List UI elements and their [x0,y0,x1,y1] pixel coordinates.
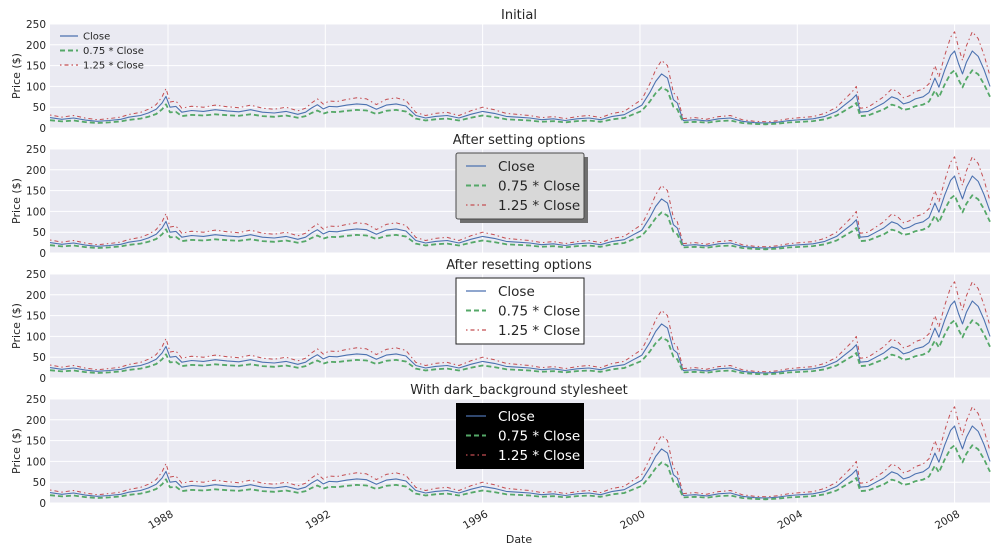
series-lines [49,156,991,251]
y-tick-label: 0 [39,123,46,135]
y-tick-label: 200 [26,415,46,427]
y-tick-label: 50 [33,477,46,489]
legend: Close 0.75 * Close 1.25 * Close [60,32,144,72]
series-lines [49,406,991,501]
legend-frame [455,152,585,220]
legend-label-2: 0.75 * Close [498,303,580,319]
series-line-3 [49,31,991,123]
y-tick-label: 250 [26,19,46,31]
series-line-3 [49,156,991,248]
y-tick-label: 100 [26,81,46,93]
series-lines [49,31,991,126]
panel-initial: Initial 0 50 100 150 200 250 Price ($) Close 0… [10,8,991,135]
y-tick-label: 200 [26,40,46,52]
panel-title: After resetting options [446,258,592,273]
y-tick-label: 150 [26,311,46,323]
panel-dark-background: With dark_background stylesheet 0 50 100 15… [10,383,991,510]
y-tick-label: 100 [26,206,46,218]
y-tick-label: 150 [26,186,46,198]
legend: Close 0.75 * Close 1.25 * Close [456,403,584,469]
y-tick-label: 0 [39,248,46,260]
legend-label-3: 1.25 * Close [83,61,144,72]
series-line-3 [49,406,991,498]
y-tick-label: 0 [39,498,46,510]
y-tick-label: 50 [33,102,46,114]
series-line-1 [49,425,991,499]
panel-title: With dark_background stylesheet [410,383,628,398]
legend-label-2: 0.75 * Close [83,46,144,57]
y-tick-label: 50 [33,352,46,364]
panel-title: After setting options [453,133,586,148]
y-tick-label: 250 [26,269,46,281]
panel-after-setting-options: After setting options 0 50 100 150 200 250 Pr… [10,133,991,260]
series-line-2 [49,69,991,126]
y-ticks: 0 50 100 150 200 250 [26,269,46,385]
legend-label-2: 0.75 * Close [498,178,580,194]
legend: Close 0.75 * Close 1.25 * Close [455,277,585,345]
y-axis-label: Price ($) [10,428,23,474]
legend-label-3: 1.25 * Close [498,198,580,214]
legend-label-3: 1.25 * Close [498,448,580,464]
series-lines [49,281,991,376]
plot-area [50,24,990,128]
y-ticks: 0 50 100 150 200 250 [26,394,46,510]
y-tick-label: 100 [26,331,46,343]
y-tick-label: 200 [26,290,46,302]
y-ticks: 0 50 100 150 200 250 [26,144,46,260]
legend-label-1: Close [498,409,535,425]
y-tick-label: 50 [33,227,46,239]
y-tick-label: 100 [26,456,46,468]
legend: Close 0.75 * Close 1.25 * Close [455,152,588,223]
y-tick-label: 250 [26,144,46,156]
grid [50,23,990,129]
y-tick-label: 0 [39,373,46,385]
series-line-2 [49,319,991,376]
series-line-2 [49,194,991,251]
y-axis-label: Price ($) [10,53,23,99]
series-line-2 [49,444,991,501]
panel-title: Initial [501,8,537,23]
y-axis-label: Price ($) [10,178,23,224]
y-tick-label: 150 [26,436,46,448]
x-axis-label: Date [506,533,533,546]
panel-after-resetting-options: After resetting options 050100150200250 … [10,258,991,385]
y-tick-label: 150 [26,61,46,73]
series-line-1 [49,175,991,249]
series-line-3 [49,281,991,373]
series-line-1 [49,50,991,124]
legend-label-2: 0.75 * Close [498,428,580,444]
y-tick-label: 250 [26,394,46,406]
y-tick-label: 200 [26,165,46,177]
y-axis-label: Price ($) [10,303,23,349]
legend-label-1: Close [498,159,535,175]
y-ticks: 0 50 100 150 200 250 [26,19,46,135]
legend-label-1: Close [83,32,110,43]
legend-label-3: 1.25 * Close [498,323,580,339]
legend-label-1: Close [498,284,535,300]
series-line-1 [49,300,991,374]
